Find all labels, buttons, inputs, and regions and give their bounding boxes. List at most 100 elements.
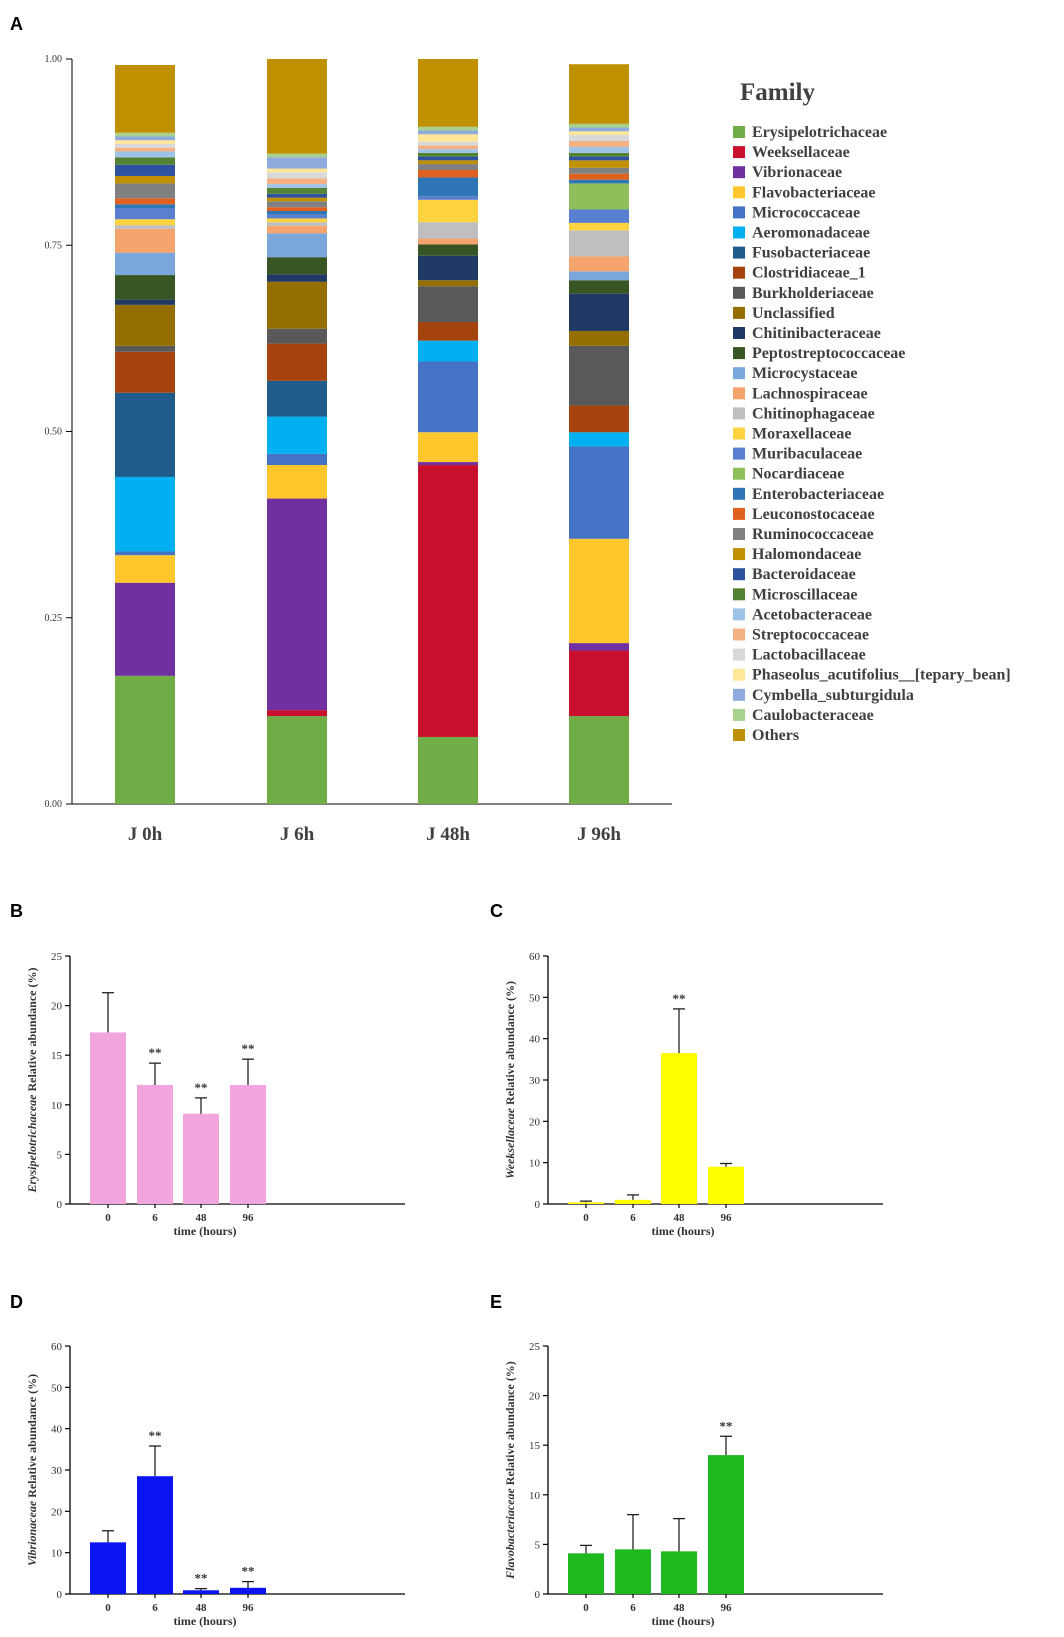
bar-segment-leuconostocaceae-3 — [569, 173, 629, 180]
legend-swatch — [733, 186, 745, 199]
bar — [137, 1084, 173, 1204]
bar-segment-ruminococcaceae-2 — [418, 164, 478, 171]
bar — [230, 1587, 266, 1594]
y-tick-label: 5 — [57, 1149, 63, 1161]
legend-swatch — [733, 628, 745, 641]
y-axis-label: Erysipelotrichaceae Relative abundance (… — [25, 968, 39, 1194]
bar-segment-burkholderiaceae-1 — [267, 328, 327, 344]
bar-segment-lactobacillaceae-0 — [115, 143, 175, 148]
bar-segment-fusobacteriaceae-0 — [115, 392, 175, 477]
legend-label: Burkholderiaceae — [752, 285, 874, 302]
legend-swatch — [733, 286, 745, 299]
panel-label-b: B — [10, 901, 23, 921]
y-tick-label: 50 — [529, 992, 541, 1004]
bar — [615, 1199, 651, 1204]
legend-label: Unclassified — [752, 305, 835, 322]
legend-swatch — [733, 146, 745, 159]
bar-segment-chitinophagaceae-0 — [115, 225, 175, 229]
x-tick-label: 6 — [152, 1602, 158, 1614]
legend-label: Micrococcaceae — [752, 204, 860, 221]
x-tick-label: J 48h — [426, 824, 470, 845]
legend-label: Muribaculaceae — [752, 446, 862, 463]
bar-segment-clostridiaceae-1-1 — [267, 343, 327, 381]
bar-segment-ruminococcaceae-0 — [115, 183, 175, 199]
panel-label-d: D — [10, 1292, 23, 1312]
bar-segment-caulobacteraceae-1 — [267, 153, 327, 158]
legend-swatch — [733, 407, 745, 420]
bar-segment-streptococcaceae-3 — [569, 140, 629, 147]
x-tick-label: 96 — [721, 1212, 733, 1224]
legend-label: Ruminococcaceae — [752, 526, 874, 543]
bar-segment-lactobacillaceae-3 — [569, 134, 629, 141]
bar-segment-burkholderiaceae-3 — [569, 345, 629, 406]
y-axis-label-unit: Relative abundance (%) — [503, 1361, 517, 1485]
bar-segment-flavobacteriaceae-2 — [418, 432, 478, 463]
bar — [661, 1551, 697, 1594]
x-tick-label: 6 — [152, 1212, 158, 1224]
bar-segment-microscillaceae-2 — [418, 152, 478, 157]
bar-segment-caulobacteraceae-3 — [569, 123, 629, 128]
bar-segment-others-2 — [418, 59, 478, 127]
bar-segment-chitinophagaceae-1 — [267, 222, 327, 226]
bar-segment-moraxellaceae-2 — [418, 199, 478, 223]
bar-segment-micrococcaceae-3 — [569, 446, 629, 539]
bar-segment-moraxellaceae-1 — [267, 218, 327, 223]
legend-swatch — [733, 166, 745, 179]
x-tick-label: 48 — [196, 1602, 208, 1614]
y-tick-label: 0 — [535, 1199, 541, 1211]
y-axis-label-taxon: Flavobacteriaceae — [503, 1485, 517, 1580]
legend-label: Moraxellaceae — [752, 426, 852, 443]
panel-label-c: C — [490, 901, 503, 921]
legend-label: Microscillaceae — [752, 586, 857, 603]
y-axis-label: Vibrionaceae Relative abundance (%) — [25, 1374, 39, 1566]
bar-segment-muribaculaceae-0 — [115, 208, 175, 220]
bar-segment-enterobacteriaceae-0 — [115, 204, 175, 208]
bar-segment-lachnospiraceae-2 — [418, 238, 478, 245]
bar — [708, 1455, 744, 1594]
y-tick-label: 50 — [51, 1382, 63, 1394]
legend-label: Leuconostocaceae — [752, 506, 875, 523]
bar — [568, 1553, 604, 1594]
y-tick-label: 25 — [529, 1341, 541, 1353]
bar-segment-aeromonadaceae-3 — [569, 432, 629, 447]
legend-swatch — [733, 387, 745, 400]
bar-chart-weeksellaceae: 0 10 20 30 40 50 60 0 6 ** 48 96 time (hours) Weeksel… — [503, 951, 883, 1238]
bar — [230, 1084, 266, 1204]
bar-segment-chitinophagaceae-3 — [569, 230, 629, 257]
legend-swatch — [733, 668, 745, 681]
bar-segment-caulobacteraceae-2 — [418, 126, 478, 131]
bar-segment-bacteroidaceae-3 — [569, 156, 629, 161]
bar-segment-acetobacteraceae-2 — [418, 149, 478, 153]
legend-label: Vibrionaceae — [752, 164, 842, 181]
bar-segment-weeksellaceae-2 — [418, 465, 478, 737]
legend-label: Flavobacteriaceae — [752, 184, 876, 201]
y-tick-label: 15 — [529, 1440, 541, 1452]
bar-segment-aeromonadaceae-2 — [418, 340, 478, 362]
y-tick-label: 15 — [51, 1050, 63, 1062]
bar-segment-phaseolus-acutifolius-tepary-bean--1 — [267, 168, 327, 173]
bar-segment-erysipelotrichaceae-1 — [267, 716, 327, 804]
significance-marker: ** — [149, 1045, 162, 1060]
bar-segment-flavobacteriaceae-1 — [267, 465, 327, 499]
bar-segment-lactobacillaceae-1 — [267, 172, 327, 179]
legend-label: Clostridiaceae_1 — [752, 265, 866, 282]
legend-swatch — [733, 548, 745, 561]
x-tick-label: 0 — [583, 1212, 589, 1224]
y-axis-label-unit: Relative abundance (%) — [503, 981, 517, 1105]
bar — [661, 1053, 697, 1204]
y-tick-label: 0.00 — [45, 799, 63, 810]
bar-segment-micrococcaceae-2 — [418, 361, 478, 433]
bar-segment-streptococcaceae-0 — [115, 147, 175, 152]
legend-label: Chitinibacteraceae — [752, 325, 881, 342]
bar-segment-chitinibacteraceae-1 — [267, 274, 327, 282]
bar-segment-fusobacteriaceae-1 — [267, 380, 327, 417]
bar-segment-enterobacteriaceae-3 — [569, 179, 629, 184]
bar-segment-chitinibacteraceae-2 — [418, 255, 478, 281]
bar-segment-ruminococcaceae-3 — [569, 167, 629, 174]
y-tick-label: 20 — [529, 1116, 541, 1128]
bar-segment-nocardiaceae-3 — [569, 183, 629, 210]
bar-segment-aeromonadaceae-1 — [267, 416, 327, 454]
significance-marker: ** — [242, 1041, 255, 1056]
bar-segment-others-3 — [569, 64, 629, 124]
